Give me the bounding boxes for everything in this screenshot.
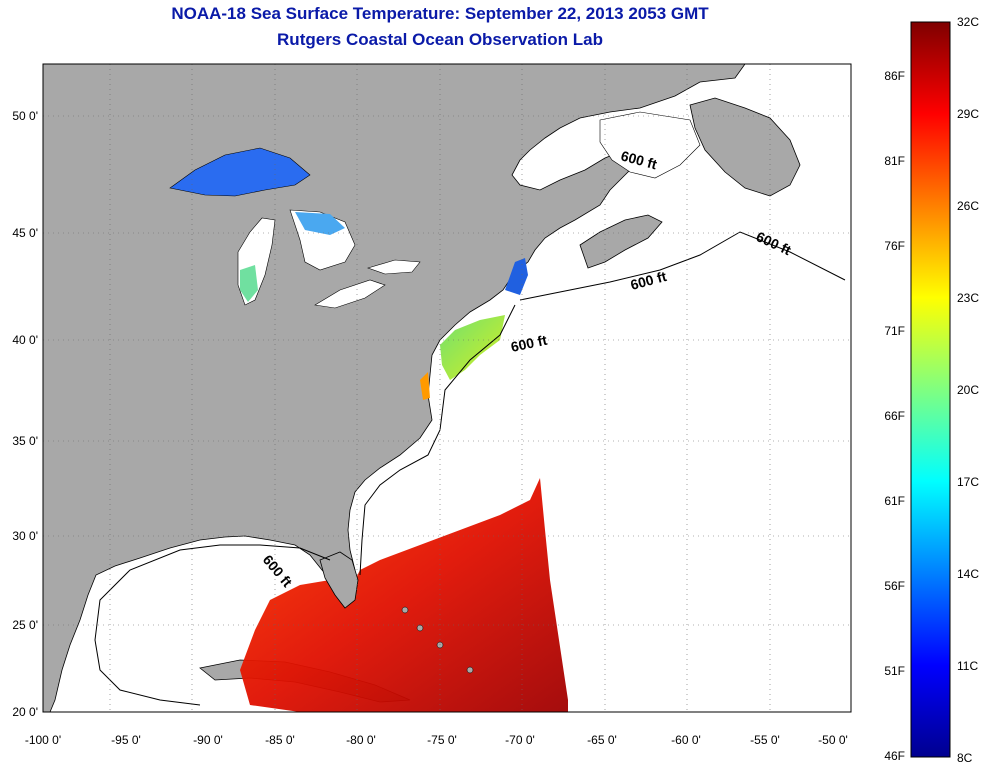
lon-label: -65 0' [587,733,617,747]
sst-mid-atlantic [440,315,505,380]
map-frame [42,63,852,713]
lat-label: 40 0' [12,333,38,347]
land-newfoundland [689,97,801,197]
cb-f-label: 81F [884,154,905,168]
sst-gulf-of-maine [505,258,528,295]
lat-label: 35 0' [12,434,38,448]
cb-c-label: 32C [957,15,979,29]
cb-f-label: 51F [884,664,905,678]
isobath-600ft [94,231,846,706]
lon-label: -75 0' [427,733,457,747]
cb-f-label: 46F [884,749,905,763]
lat-label: 50 0' [12,109,38,123]
lon-label: -80 0' [346,733,376,747]
land-florida [319,551,359,609]
cb-c-label: 8C [957,751,973,765]
map-title: NOAA-18 Sea Surface Temperature: Septemb… [171,4,709,23]
sst-southern-swath [240,478,568,712]
graticule [43,64,851,712]
longitude-labels: -100 0' -95 0' -90 0' -85 0' -80 0' -75 … [25,733,848,747]
cb-c-label: 20C [957,383,979,397]
cb-f-label: 61F [884,494,905,508]
lake-huron-sst [295,212,345,235]
cb-f-label: 76F [884,239,905,253]
cb-f-label: 66F [884,409,905,423]
lake-ontario [367,259,421,275]
cb-c-label: 23C [957,291,979,305]
map-subtitle: Rutgers Coastal Ocean Observation Lab [277,30,603,49]
land-north-america [43,64,746,712]
lon-label: -50 0' [818,733,848,747]
lat-label: 45 0' [12,226,38,240]
colorbar-fahrenheit-labels: 86F 81F 76F 71F 66F 61F 56F 51F 46F [884,69,905,763]
cb-c-label: 17C [957,475,979,489]
latitude-labels: 50 0' 45 0' 40 0' 35 0' 30 0' 25 0' 20 0… [12,109,38,719]
cb-c-label: 14C [957,567,979,581]
lon-label: -85 0' [265,733,295,747]
colorbar-celsius-labels: 32C 29C 26C 23C 20C 17C 14C 11C 8C [957,15,979,765]
lon-label: -55 0' [750,733,780,747]
lat-label: 30 0' [12,529,38,543]
lat-label: 20 0' [12,705,38,719]
lon-label: -60 0' [671,733,701,747]
colorbar [910,21,951,758]
sst-chesapeake [420,372,430,400]
lon-label: -90 0' [193,733,223,747]
land-nova-scotia [579,214,663,269]
lake-erie [314,279,386,309]
cb-c-label: 29C [957,107,979,121]
cb-c-label: 11C [957,659,978,673]
lake-michigan-sst [240,265,258,302]
lon-label: -70 0' [505,733,535,747]
lon-label: -95 0' [111,733,141,747]
cb-c-label: 26C [957,199,979,213]
lat-label: 25 0' [12,618,38,632]
lon-label: -100 0' [25,733,61,747]
cb-f-label: 71F [884,324,905,338]
cb-f-label: 86F [884,69,905,83]
contour-label: 600 ft [509,332,548,355]
cb-f-label: 56F [884,579,905,593]
water-gulf-st-lawrence [599,111,701,179]
